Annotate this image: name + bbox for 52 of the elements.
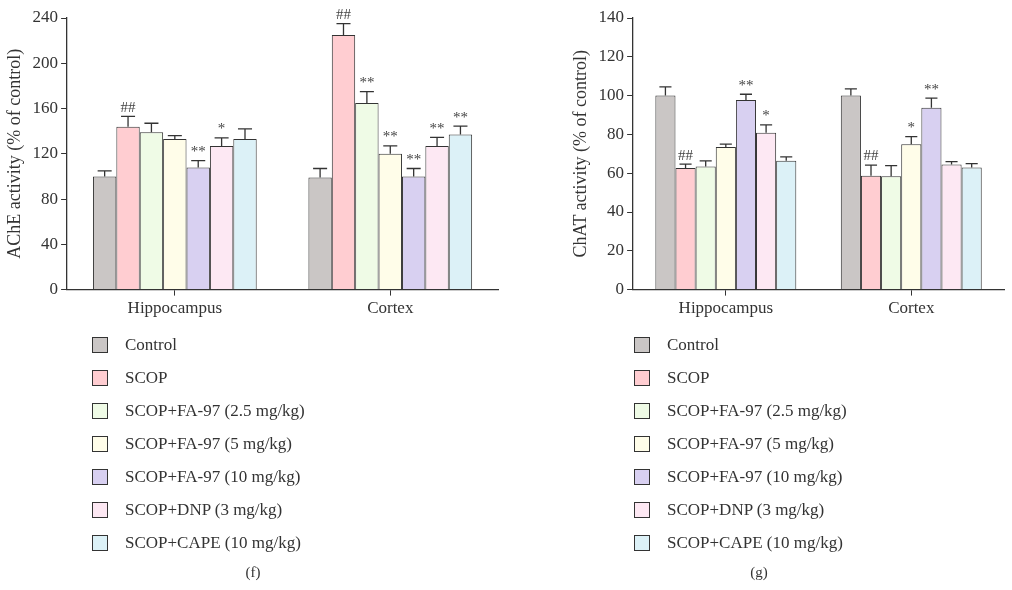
y-axis-title: ChAT activity (% of control) — [569, 49, 591, 258]
y-tick-label: 200 — [32, 52, 59, 72]
y-tick-label: 140 — [598, 7, 625, 27]
legend-label: SCOP+FA-97 (2.5 mg/kg) — [667, 400, 847, 421]
legend-label: SCOP+CAPE (10 mg/kg) — [125, 532, 301, 553]
legend-label: SCOP+DNP (3 mg/kg) — [125, 499, 283, 520]
y-tick-label: 40 — [41, 233, 59, 253]
x-tick-label: Hippocampus — [678, 298, 774, 318]
legend-label: Control — [667, 334, 719, 355]
annotation: ## — [120, 98, 137, 115]
y-tick-label: 80 — [607, 123, 625, 143]
legend-label: SCOP+FA-97 (10 mg/kg) — [667, 466, 843, 487]
legend-label: SCOP — [667, 367, 710, 388]
y-tick-label: 120 — [32, 143, 59, 163]
x-tick-label: Hippocampus — [127, 298, 223, 318]
annotation: ## — [863, 147, 880, 164]
annotation: ** — [429, 119, 445, 136]
legend-label: SCOP+DNP (3 mg/kg) — [667, 499, 825, 520]
annotation: ## — [335, 6, 352, 23]
annotation: ** — [452, 108, 468, 125]
text: (g) — [749, 564, 769, 581]
legend-label: SCOP+CAPE (10 mg/kg) — [667, 532, 843, 553]
legend-label: SCOP+FA-97 (10 mg/kg) — [125, 466, 301, 487]
annotation: ## — [678, 146, 694, 163]
y-tick-label: 100 — [598, 85, 625, 105]
y-tick-label: 160 — [32, 98, 59, 117]
y-tick-label: 80 — [41, 188, 59, 208]
y-tick-label: 0 — [49, 279, 59, 299]
y-tick-label: 0 — [615, 279, 625, 299]
y-tick-label: 40 — [607, 201, 625, 221]
y-tick-label: 20 — [607, 240, 625, 260]
legend-label: SCOP — [125, 367, 168, 388]
annotation: ** — [923, 80, 939, 97]
x-tick-label: Cortex — [888, 298, 935, 318]
annotation: ** — [406, 150, 422, 167]
annotation: ** — [190, 143, 206, 160]
legend-label: Control — [125, 334, 177, 355]
legend-label: SCOP+FA-97 (2.5 mg/kg) — [125, 400, 305, 421]
y-axis-title: AChE activity (% of control) — [3, 48, 25, 259]
legend-label: SCOP+FA-97 (5 mg/kg) — [125, 433, 293, 454]
text: (f) — [244, 564, 262, 581]
annotation: * — [907, 118, 916, 135]
y-tick-label: 60 — [607, 162, 625, 182]
annotation: ** — [359, 74, 375, 90]
legend-label: SCOP+FA-97 (5 mg/kg) — [667, 433, 835, 454]
y-tick-label: 120 — [598, 46, 625, 66]
y-tick-label: 240 — [32, 7, 59, 27]
x-tick-label: Cortex — [367, 298, 414, 318]
annotation: ** — [382, 128, 398, 145]
annotation: ** — [738, 76, 754, 93]
annotation: * — [762, 107, 770, 124]
annotation: * — [217, 120, 226, 137]
